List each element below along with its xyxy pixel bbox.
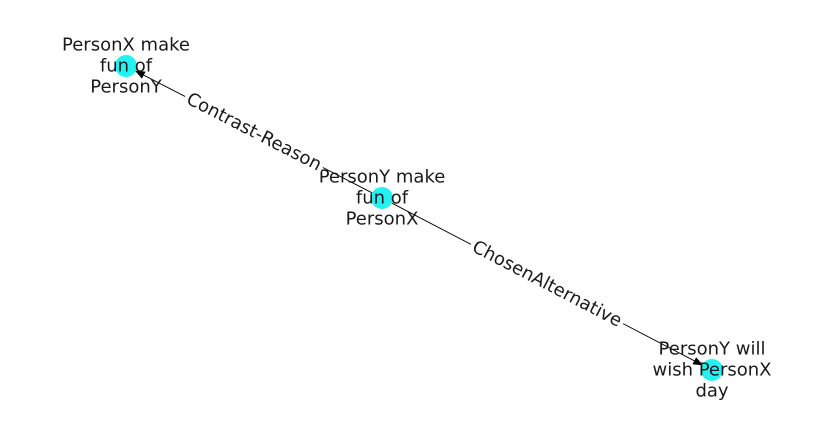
node-label-line: day	[695, 381, 728, 402]
graph-node	[371, 187, 393, 209]
node-label-line: PersonY will	[659, 339, 766, 360]
node-label: PersonY make fun of PersonX	[319, 167, 446, 230]
edge-label-background	[179, 86, 329, 178]
node-label-line: PersonX	[346, 209, 419, 230]
graph-node	[701, 359, 723, 381]
edge-label-background	[465, 234, 629, 334]
node-label-line: PersonX make	[62, 35, 190, 56]
edge-label: Contrast-Reason	[183, 89, 325, 176]
node-label-line: PersonY	[90, 77, 162, 98]
node-label-line: wish PersonX	[652, 360, 771, 381]
node-label-line: fun of	[356, 188, 409, 209]
node-label-line: fun of	[100, 56, 153, 77]
graph-node	[115, 55, 137, 77]
node-label: PersonX make fun of PersonY	[62, 35, 190, 98]
edge-label: ChosenAlternative	[469, 236, 626, 331]
edge-label-group: Contrast-Reason	[179, 86, 329, 178]
nodes-layer	[115, 55, 723, 381]
node-label-line: PersonY make	[319, 167, 446, 188]
node-label: PersonY will wish PersonX day	[652, 339, 771, 402]
edge-label-group: ChosenAlternative	[465, 234, 629, 334]
